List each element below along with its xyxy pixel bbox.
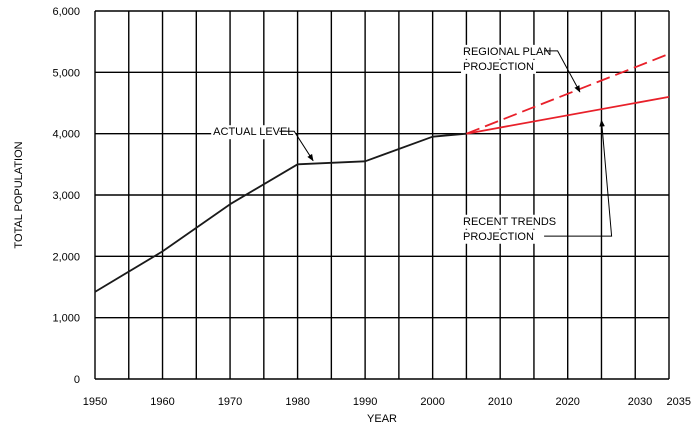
- x-tick-label: 2035: [667, 396, 691, 408]
- y-tick-label: 2,000: [52, 251, 80, 263]
- series-line-regional-plan: [466, 53, 670, 135]
- annotation-text-backdrop: [461, 59, 536, 74]
- y-axis-ticks: 0 1,000 2,000 3,000 4,000 5,000 6,000: [52, 6, 80, 386]
- annotation-arrow: [279, 130, 314, 162]
- series: [94, 53, 670, 293]
- annotation-text: PROJECTION: [463, 231, 534, 243]
- annotation-arrow: [544, 119, 613, 237]
- x-axis-title: YEAR: [367, 413, 397, 425]
- grid: [94, 10, 670, 380]
- annotation-text-backdrop: [461, 214, 559, 229]
- annotation-text-backdrop: [461, 229, 536, 244]
- y-tick-label: 1,000: [52, 313, 80, 325]
- x-tick-label: 1970: [218, 396, 242, 408]
- annotation-text-backdrop: [211, 125, 296, 140]
- annotation-text: PROJECTION: [463, 61, 534, 73]
- x-tick-label: 2030: [628, 396, 652, 408]
- x-tick-label: 2010: [488, 396, 512, 408]
- series-line-actual: [94, 132, 467, 293]
- y-axis-title: TOTAL POPULATION: [13, 141, 25, 248]
- series-line-recent-trends: [466, 96, 670, 135]
- x-axis-ticks: 1950 1960 1970 1980 1990 2000 2010 2020 2030 2035: [83, 396, 691, 408]
- y-tick-label: 6,000: [52, 6, 80, 18]
- x-tick-label: 1980: [285, 396, 309, 408]
- y-tick-label: 0: [74, 374, 80, 386]
- annotation-text: ACTUAL LEVEL: [213, 126, 293, 138]
- annotation-text: REGIONAL PLAN: [463, 46, 551, 58]
- annotation-text-backdrop: [461, 44, 554, 59]
- annotation-recent-trends-label: RECENT TRENDS PROJECTION: [461, 119, 613, 244]
- y-tick-label: 4,000: [52, 129, 80, 141]
- y-tick-label: 5,000: [52, 67, 80, 79]
- annotation-regional-plan-label: REGIONAL PLAN PROJECTION: [461, 44, 581, 93]
- x-tick-label: 2000: [420, 396, 444, 408]
- y-tick-label: 3,000: [52, 190, 80, 202]
- annotation-text: RECENT TRENDS: [463, 216, 556, 228]
- x-tick-label: 1960: [150, 396, 174, 408]
- annotation-actual-level: ACTUAL LEVEL: [211, 125, 314, 162]
- annotation-arrow: [544, 50, 581, 93]
- x-tick-label: 1990: [353, 396, 377, 408]
- x-tick-label: 1950: [83, 396, 107, 408]
- x-tick-label: 2020: [555, 396, 579, 408]
